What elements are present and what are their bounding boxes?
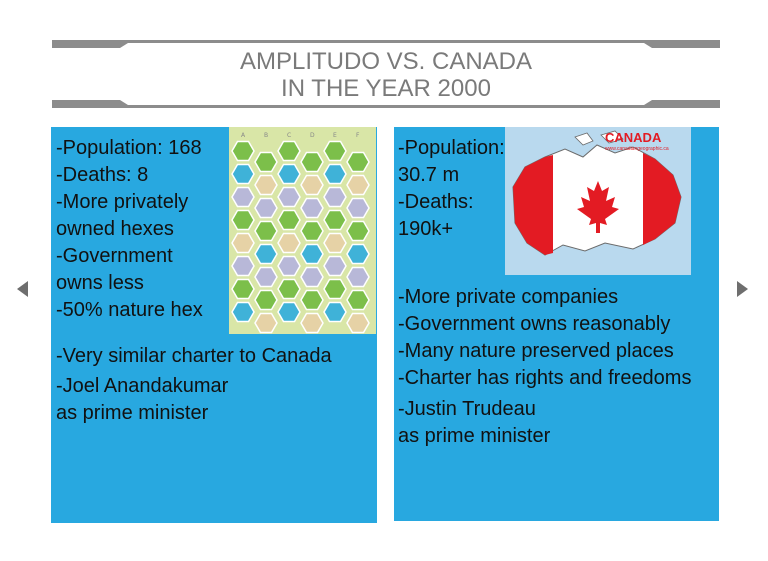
map-hex-tile xyxy=(323,301,347,323)
map-hex-tile xyxy=(323,163,347,185)
map-hex-tile xyxy=(231,301,255,323)
amplitudo-charter: -Very similar charter to Canada xyxy=(56,345,332,367)
map-hex-tile xyxy=(254,289,278,311)
map-col-f: F xyxy=(356,132,360,139)
map-hex-tile xyxy=(277,140,301,162)
map-hex-tile xyxy=(300,289,324,311)
map-hex-tile xyxy=(300,197,324,219)
map-hex-tile xyxy=(346,289,370,311)
map-hex-tile xyxy=(300,266,324,288)
map-hex-tile xyxy=(300,312,324,334)
map-col-d: D xyxy=(310,132,315,139)
next-slide-button[interactable] xyxy=(736,281,748,302)
map-hex-tile xyxy=(346,151,370,173)
map-hex-tile xyxy=(277,163,301,185)
map-hex-tile xyxy=(346,197,370,219)
map-hex-tile xyxy=(300,220,324,242)
map-col-c: C xyxy=(287,132,291,139)
map-hex-tile xyxy=(277,301,301,323)
map-hex-tile xyxy=(300,243,324,265)
map-hex-tile xyxy=(346,243,370,265)
amplitudo-pm-line2: as prime minister xyxy=(56,402,209,424)
title-bottom-divider xyxy=(52,100,720,108)
map-hex-tile xyxy=(323,140,347,162)
canada-nature: -Many nature preserved places xyxy=(398,340,674,362)
title-top-divider xyxy=(52,40,720,48)
amplitudo-hex-map-image: A B C D E F xyxy=(229,127,376,334)
map-hex-tile xyxy=(254,312,278,334)
map-hex-tile xyxy=(231,232,255,254)
canada-flag-map-image: CANADA www.canadiangeographic.ca xyxy=(505,127,691,275)
amplitudo-population: -Population: 168 xyxy=(56,137,202,159)
map-hex-tile xyxy=(346,266,370,288)
canada-population-value: 30.7 m xyxy=(398,164,460,186)
map-hex-tile xyxy=(277,278,301,300)
amplitudo-pm-line1: -Joel Anandakumar xyxy=(56,375,229,397)
canada-private: -More private companies xyxy=(398,286,619,308)
title-line-2: IN THE YEAR 2000 xyxy=(281,75,491,102)
canada-pm-line1: -Justin Trudeau xyxy=(398,398,536,420)
amplitudo-private-line2: owned hexes xyxy=(56,218,174,240)
canada-population-label: -Population: xyxy=(398,137,505,159)
map-hex-tile xyxy=(254,243,278,265)
canada-deaths-label: -Deaths: xyxy=(398,191,474,213)
map-hex-tile xyxy=(231,140,255,162)
amplitudo-government-line1: -Government xyxy=(56,245,173,267)
slide-title: AMPLITUDO VS. CANADA IN THE YEAR 2000 xyxy=(52,48,720,102)
map-hex-tile xyxy=(231,255,255,277)
map-col-e: E xyxy=(333,132,337,139)
map-hex-tile xyxy=(323,255,347,277)
map-hex-tile xyxy=(300,174,324,196)
map-hex-tile xyxy=(254,174,278,196)
map-hex-tile xyxy=(346,220,370,242)
amplitudo-deaths: -Deaths: 8 xyxy=(56,164,149,186)
map-hex-tile xyxy=(254,197,278,219)
canada-deaths-value: 190k+ xyxy=(398,218,454,240)
map-hex-tile xyxy=(231,209,255,231)
canada-charter: -Charter has rights and freedoms xyxy=(398,367,692,389)
map-hex-tile xyxy=(254,220,278,242)
map-hex-tile xyxy=(254,151,278,173)
amplitudo-government-line2: owns less xyxy=(56,272,144,294)
map-hex-tile xyxy=(231,163,255,185)
map-col-a: A xyxy=(241,132,246,139)
canada-image-caption: CANADA xyxy=(605,130,662,145)
map-hex-tile xyxy=(323,232,347,254)
title-line-1: AMPLITUDO VS. CANADA xyxy=(239,48,533,75)
map-hex-tile xyxy=(277,186,301,208)
map-hex-tile xyxy=(346,174,370,196)
map-hex-tile xyxy=(277,232,301,254)
amplitudo-private-line1: -More privately xyxy=(56,191,189,213)
canada-government: -Government owns reasonably xyxy=(398,313,671,335)
map-hex-tile xyxy=(323,186,347,208)
map-hex-tile xyxy=(277,255,301,277)
map-hex-tile xyxy=(346,312,370,334)
amplitudo-nature: -50% nature hex xyxy=(56,299,203,321)
map-hex-tile xyxy=(231,186,255,208)
map-hex-tile xyxy=(254,266,278,288)
canada-image-url: www.canadiangeographic.ca xyxy=(605,146,669,152)
map-hex-tile xyxy=(231,278,255,300)
canada-pm-line2: as prime minister xyxy=(398,425,551,447)
map-col-b: B xyxy=(264,132,268,139)
map-hex-tile xyxy=(323,209,347,231)
map-hex-tile xyxy=(277,209,301,231)
triangle-left-icon xyxy=(17,281,28,297)
map-hex-tile xyxy=(323,278,347,300)
triangle-right-icon xyxy=(737,281,748,297)
map-hex-tile xyxy=(300,151,324,173)
previous-slide-button[interactable] xyxy=(17,281,29,302)
